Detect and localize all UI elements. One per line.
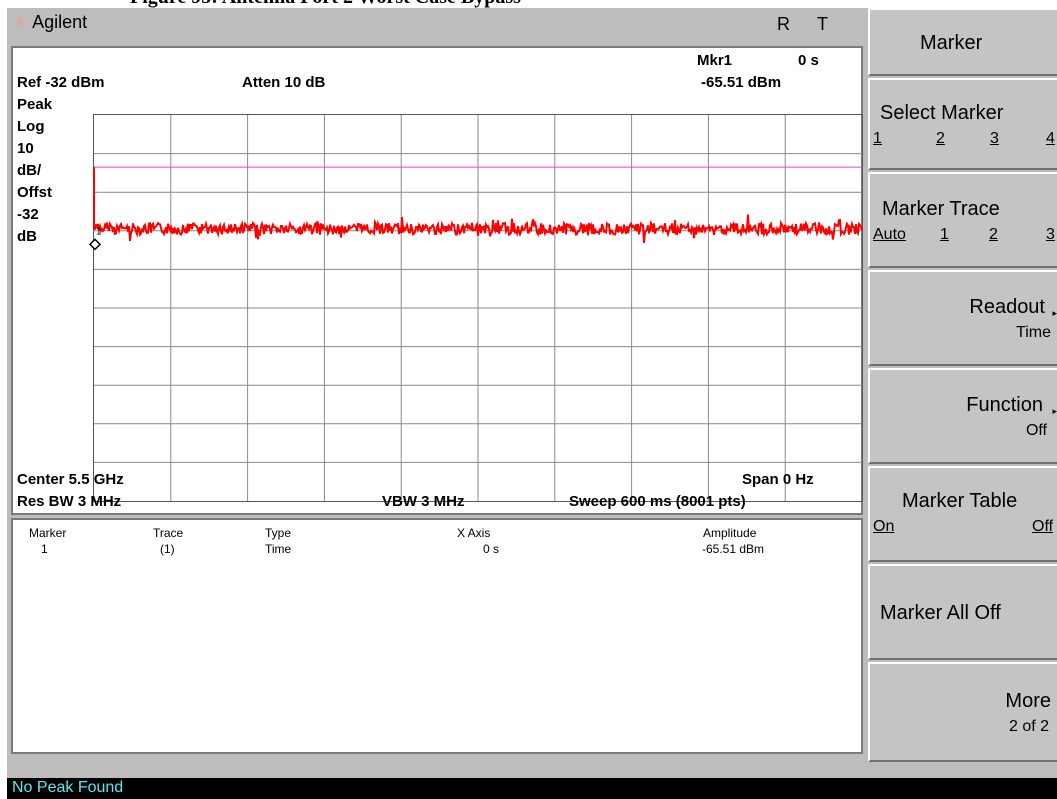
center-frequency: Center 5.5 GHz [17,471,124,488]
status-bar: No Peak Found [7,778,1057,799]
scale-label-db-div: dB/ [17,162,42,179]
marker-trace-label: Marker Trace [882,198,1000,220]
agilent-logo-text: Agilent [32,12,88,32]
scale-label-offset-value: -32 [17,206,39,223]
more-label: More [1005,690,1051,712]
softkey-menu-title: Marker [868,8,1057,76]
marker-table-header-type: Type [265,526,292,540]
agilent-logo: ✳ Agilent [13,12,87,33]
scale-label-peak: Peak [17,96,53,113]
status-message: No Peak Found [12,779,124,796]
select-marker-option-1[interactable]: 1 [873,130,882,147]
marker-table-cell-type: Time [265,542,292,556]
trace-plot: 1 [88,115,863,501]
select-marker-label: Select Marker [880,102,1004,124]
scale-label-offst: Offst [17,184,52,201]
marker-table-header-trace: Trace [153,526,184,540]
marker-table-label: Marker Table [902,490,1018,512]
remote-indicator: R [777,14,790,34]
trace-1-line [93,167,863,243]
marker-all-off-label: Marker All Off [880,602,1001,624]
scale-label-db: dB [17,228,37,245]
marker-x-readout: 0 s [798,52,819,69]
marker-table-header-amplitude: Amplitude [703,526,757,540]
softkey-menu-title-label: Marker [920,32,983,54]
page-caption: Figure 95: Antenna Port 2 Worst Case Byp… [130,0,521,8]
marker-table-option-on[interactable]: On [873,518,895,535]
analyzer-display: ✳ Agilent R T Mkr1 0 s Ref -32 dBm Atten … [7,8,865,778]
agilent-spark-icon: ✳ [13,12,29,32]
submenu-arrow-icon: ▸ [1052,308,1057,318]
readout-value: Time [1016,324,1051,341]
marker-trace-option-3[interactable]: 3 [1046,226,1055,243]
trace-screen: Mkr1 0 s Ref -32 dBm Atten 10 dB -65.51 … [11,46,863,515]
softkey-panel: Marker Select Marker 1 2 3 4 Marker Trac… [865,8,1057,778]
trigger-indicator: T [817,14,828,34]
marker-all-off-key[interactable]: Marker All Off [868,564,1057,660]
marker-table-header-marker: Marker [29,526,67,540]
scale-label-log: Log [17,118,45,135]
ref-level: Ref -32 dBm [17,74,105,91]
marker-trace-option-1[interactable]: 1 [940,226,949,243]
video-bandwidth: VBW 3 MHz [382,493,465,510]
select-marker-key[interactable]: Select Marker 1 2 3 4 [868,78,1057,170]
marker-id: Mkr1 [697,52,733,69]
marker-1-diamond[interactable] [88,238,102,251]
more-page-indicator: 2 of 2 [1008,718,1049,735]
marker-table-key[interactable]: Marker Table On Off [868,466,1057,562]
marker-table-cell-x-axis: 0 s [483,542,500,556]
readout-label: Readout [969,296,1045,318]
marker-1-label: 1 [96,226,102,237]
marker-table: Marker Trace Type X Axis Amplitude 1 (1)… [11,518,863,754]
more-key[interactable]: More 2 of 2 [868,662,1057,762]
attenuation: Atten 10 dB [242,74,326,91]
marker-trace-key[interactable]: Marker Trace Auto 1 2 3 [868,172,1057,268]
title-bar: ✳ Agilent R T [7,8,865,40]
marker-table-header-x-axis: X Axis [457,526,491,540]
marker-table-cell-trace: (1) [160,542,175,556]
function-label: Function [966,394,1043,416]
span: Span 0 Hz [742,471,814,488]
function-value: Off [1025,422,1047,439]
marker-amplitude-readout: -65.51 dBm [701,74,782,91]
select-marker-option-4[interactable]: 4 [1046,130,1055,147]
resolution-bandwidth: Res BW 3 MHz [17,493,122,510]
graticule: 1 [88,114,863,502]
page-caption-strip: Figure 95: Antenna Port 2 Worst Case Byp… [0,0,1057,8]
marker-table-cell-amplitude: -65.51 dBm [702,542,765,556]
readout-key[interactable]: Readout Time ▸ [868,270,1057,366]
select-marker-option-3[interactable]: 3 [990,130,999,147]
function-key[interactable]: Function Off ▸ [868,368,1057,464]
scale-label-10: 10 [17,140,34,157]
submenu-arrow-icon: ▸ [1052,406,1057,416]
select-marker-option-2[interactable]: 2 [936,130,945,147]
sweep-time: Sweep 600 ms (8001 pts) [569,493,746,510]
marker-trace-option-2[interactable]: 2 [989,226,998,243]
marker-table-option-off[interactable]: Off [1032,518,1054,535]
marker-table-cell-marker: 1 [41,542,48,556]
marker-trace-option-auto[interactable]: Auto [873,226,906,243]
